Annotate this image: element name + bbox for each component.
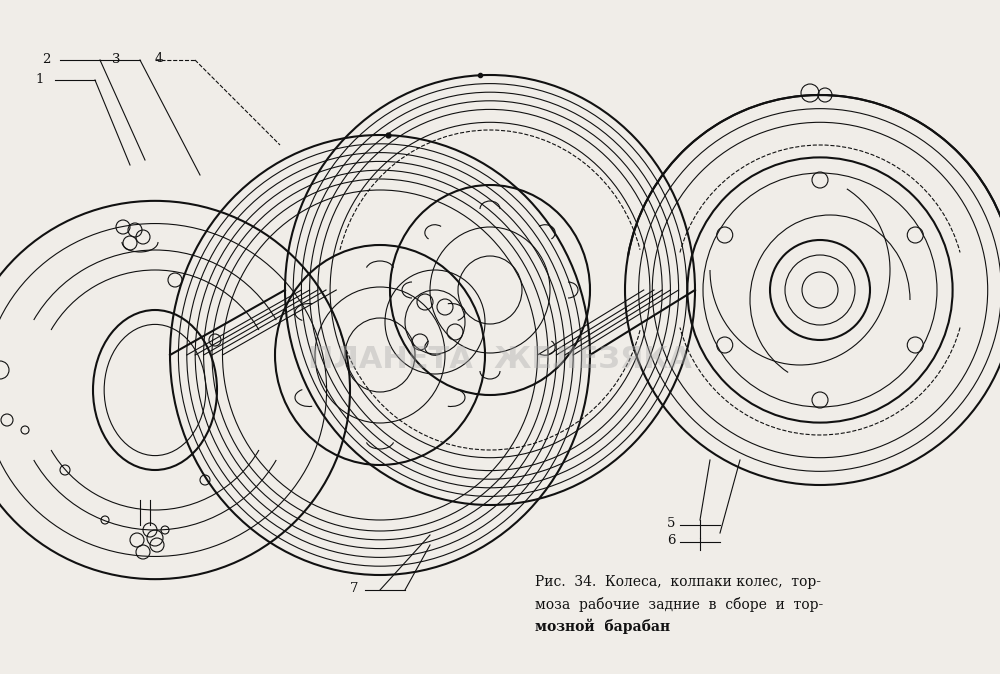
Text: 4: 4 bbox=[155, 52, 163, 65]
Text: мозной  барабан: мозной барабан bbox=[535, 619, 670, 634]
Text: 3: 3 bbox=[112, 53, 120, 66]
Text: 7: 7 bbox=[350, 582, 358, 595]
Text: 2: 2 bbox=[42, 53, 50, 66]
Text: Рис.  34.  Колеса,  колпаки колес,  тор-: Рис. 34. Колеса, колпаки колес, тор- bbox=[535, 575, 821, 589]
Text: 1: 1 bbox=[35, 73, 43, 86]
Text: ПЛАНЕТА  ЖЕЛЕЗЯКА: ПЛАНЕТА ЖЕЛЕЗЯКА bbox=[308, 346, 692, 375]
Text: моза  рабочие  задние  в  сборе  и  тор-: моза рабочие задние в сборе и тор- bbox=[535, 597, 823, 612]
Text: 5: 5 bbox=[667, 517, 675, 530]
Text: 6: 6 bbox=[667, 534, 676, 547]
